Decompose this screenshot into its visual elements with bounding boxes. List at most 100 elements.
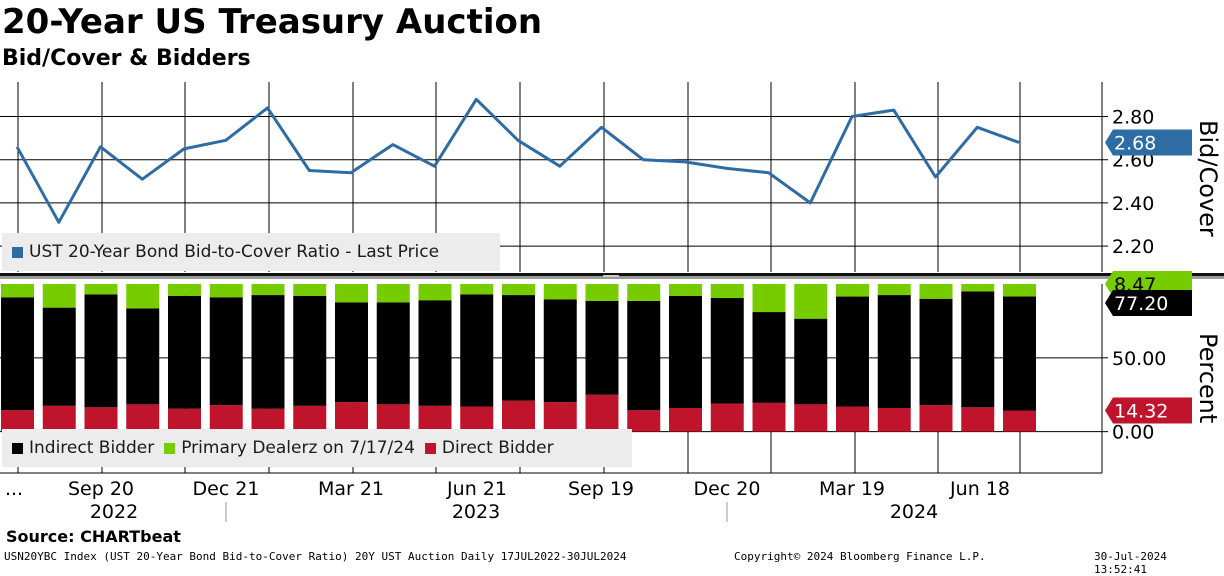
bar-primary-10 — [418, 284, 452, 301]
legend-primary-swatch — [164, 442, 176, 454]
bar-indirect-15 — [627, 300, 661, 411]
bar-primary-17 — [710, 284, 744, 299]
bar-direct-11 — [460, 406, 494, 432]
x-month-label-0: ... — [5, 478, 23, 500]
bar-indirect-14 — [585, 300, 619, 395]
legend-direct-swatch — [424, 442, 436, 454]
x-month-label-8: Jun 18 — [949, 478, 1010, 500]
bar-direct-6 — [251, 408, 285, 432]
bar-indirect-13 — [543, 299, 577, 403]
bar-primary-3 — [126, 284, 160, 309]
footer-center: Copyright© 2024 Bloomberg Finance L.P. — [734, 550, 986, 563]
legend-indirect-label: Indirect Bidder — [29, 438, 155, 458]
bar-indirect-6 — [251, 295, 285, 409]
bar-indirect-20 — [836, 296, 869, 407]
bar-direct-15 — [627, 410, 661, 432]
bar-indirect-11 — [460, 294, 494, 407]
bar-indirect-4 — [168, 295, 201, 409]
bar-primary-4 — [168, 284, 201, 296]
x-month-label-5: Sep 19 — [568, 478, 634, 500]
x-month-label-2: Dec 21 — [193, 478, 260, 500]
ytick-top-label-3: 2.20 — [1112, 236, 1154, 258]
bar-direct-14 — [585, 394, 619, 432]
bar-indirect-12 — [502, 295, 535, 401]
bar-indirect-17 — [710, 298, 744, 404]
bar-indirect-23 — [961, 291, 995, 408]
bar-indirect-18 — [752, 312, 786, 403]
bar-primary-23 — [961, 284, 995, 292]
panel-separator-light — [0, 276, 1224, 279]
source-note: Source: CHARTbeat — [6, 527, 181, 546]
bar-indirect-1 — [42, 307, 76, 406]
bar-direct-21 — [877, 408, 911, 432]
legend-line-label: UST 20-Year Bond Bid-to-Cover Ratio - La… — [29, 242, 440, 262]
bid-cover-last-tag — [1105, 129, 1192, 156]
y-axis-title-top: Bid/Cover — [1194, 120, 1222, 237]
bar-direct-4 — [168, 408, 201, 432]
ytick-bottom-label-1: 0.00 — [1112, 422, 1154, 444]
x-year-label-1: 2023 — [452, 501, 500, 523]
bar-indirect-22 — [919, 298, 953, 406]
bar-primary-8 — [335, 284, 368, 303]
bar-direct-20 — [836, 406, 869, 432]
bar-indirect-21 — [877, 295, 911, 409]
bar-indirect-16 — [669, 295, 702, 409]
legend-primary-label: Primary Dealerz on 7/17/24 — [181, 438, 415, 458]
bar-primary-21 — [877, 284, 911, 296]
bar-indirect-9 — [376, 302, 410, 405]
bar-direct-10 — [418, 405, 452, 432]
bar-primary-24 — [1003, 284, 1036, 297]
bar-indirect-0 — [1, 297, 34, 411]
legend-direct-label: Direct Bidder — [441, 438, 554, 458]
bar-primary-19 — [794, 284, 828, 319]
bar-primary-1 — [42, 284, 76, 308]
legend-indirect-swatch — [12, 442, 23, 454]
bar-direct-19 — [794, 404, 828, 432]
x-month-label-4: Jun 21 — [446, 478, 507, 500]
bar-primary-7 — [293, 284, 327, 296]
bar-direct-8 — [335, 402, 368, 432]
legend-line-swatch — [12, 246, 23, 258]
x-month-label-1: Sep 20 — [68, 478, 134, 500]
indirect-last-tag — [1105, 290, 1192, 317]
bar-indirect-19 — [794, 318, 828, 405]
bar-primary-14 — [585, 284, 619, 301]
bar-primary-20 — [836, 284, 869, 297]
bar-direct-9 — [376, 404, 410, 432]
ytick-top-label-0: 2.80 — [1112, 107, 1154, 129]
bar-indirect-24 — [1003, 296, 1036, 411]
bar-direct-2 — [84, 407, 118, 432]
chart-title: 20-Year US Treasury Auction — [2, 2, 543, 42]
bar-primary-0 — [1, 284, 34, 298]
legend-bottom: Indirect Bidder Primary Dealerz on 7/17/… — [2, 429, 632, 467]
bar-direct-0 — [1, 410, 34, 432]
bar-direct-22 — [919, 405, 953, 432]
bar-direct-23 — [961, 407, 995, 432]
legend-item-primary: Primary Dealerz on 7/17/24 — [154, 438, 415, 458]
panel-splitter-handle — [603, 275, 619, 277]
bar-primary-18 — [752, 284, 786, 313]
bar-primary-22 — [919, 284, 953, 299]
bar-direct-3 — [126, 404, 160, 432]
x-month-label-6: Dec 20 — [694, 478, 761, 500]
footer-left: USN20YBC Index (UST 20-Year Bond Bid-to-… — [4, 550, 627, 563]
bar-indirect-10 — [418, 300, 452, 406]
bar-indirect-2 — [84, 294, 118, 408]
footer-right: 30-Jul-2024 13:52:41 — [1094, 550, 1167, 576]
ytick-top-label-2: 2.40 — [1112, 193, 1154, 215]
bar-primary-5 — [209, 284, 243, 298]
bar-direct-5 — [209, 405, 243, 432]
ytick-bottom-label-0: 50.00 — [1112, 348, 1166, 370]
bar-direct-17 — [710, 403, 744, 432]
bar-direct-7 — [293, 405, 327, 432]
bar-direct-1 — [42, 405, 76, 432]
bar-primary-6 — [251, 284, 285, 296]
bar-indirect-8 — [335, 302, 368, 403]
legend-item-indirect: Indirect Bidder — [2, 438, 154, 458]
x-year-label-2: 2024 — [890, 501, 938, 523]
x-month-label-3: Mar 21 — [318, 478, 384, 500]
bar-primary-9 — [376, 284, 410, 303]
bar-primary-11 — [460, 284, 494, 295]
bar-primary-15 — [627, 284, 661, 301]
